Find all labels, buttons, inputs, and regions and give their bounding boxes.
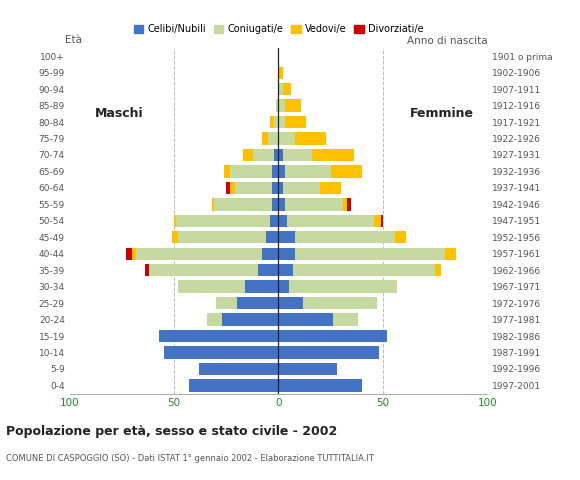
Bar	[243, 149, 253, 161]
Bar	[126, 248, 132, 260]
Bar	[253, 149, 274, 161]
Bar	[396, 231, 406, 243]
Bar	[213, 198, 272, 211]
Text: COMUNE DI CASPOGGIO (SO) - Dati ISTAT 1° gennaio 2002 - Elaborazione TUTTITALIA.: COMUNE DI CASPOGGIO (SO) - Dati ISTAT 1°…	[6, 454, 374, 463]
Bar	[278, 165, 285, 178]
Bar	[278, 297, 303, 309]
Bar	[234, 182, 272, 194]
Bar	[282, 149, 312, 161]
Bar	[278, 99, 285, 112]
Bar	[278, 330, 387, 342]
Bar	[245, 280, 278, 293]
Bar	[176, 215, 270, 227]
Bar	[188, 379, 278, 392]
Bar	[222, 313, 278, 326]
Bar	[178, 280, 245, 293]
Bar	[278, 231, 295, 243]
Bar	[278, 379, 362, 392]
Bar	[303, 297, 376, 309]
Bar	[289, 280, 397, 293]
Bar	[282, 182, 320, 194]
Bar	[216, 297, 237, 309]
Bar	[295, 231, 396, 243]
Text: Anno di nascita: Anno di nascita	[407, 36, 487, 46]
Bar	[285, 165, 331, 178]
Bar	[276, 99, 278, 112]
Text: Femmine: Femmine	[410, 108, 474, 120]
Bar	[199, 363, 278, 375]
Bar	[160, 330, 278, 342]
Bar	[278, 182, 282, 194]
Bar	[375, 215, 380, 227]
Bar	[136, 248, 262, 260]
Bar	[237, 297, 278, 309]
Bar	[272, 198, 278, 211]
Text: Età: Età	[66, 35, 82, 45]
Bar	[295, 248, 445, 260]
Bar	[174, 215, 176, 227]
Bar	[380, 215, 383, 227]
Bar	[278, 149, 282, 161]
Bar	[226, 182, 230, 194]
Bar	[435, 264, 441, 276]
Bar	[172, 231, 178, 243]
Bar	[445, 248, 456, 260]
Bar	[278, 132, 295, 144]
Bar	[262, 132, 268, 144]
Bar	[278, 116, 285, 128]
Bar	[272, 182, 278, 194]
Bar	[262, 248, 278, 260]
Bar	[278, 313, 333, 326]
Bar	[272, 165, 278, 178]
Bar	[230, 182, 234, 194]
Text: Popolazione per età, sesso e stato civile - 2002: Popolazione per età, sesso e stato civil…	[6, 425, 337, 438]
Bar	[278, 363, 337, 375]
Bar	[178, 231, 266, 243]
Bar	[312, 149, 354, 161]
Bar	[347, 198, 351, 211]
Legend: Celibi/Nubili, Coniugati/e, Vedovi/e, Divorziati/e: Celibi/Nubili, Coniugati/e, Vedovi/e, Di…	[130, 20, 427, 38]
Bar	[287, 215, 375, 227]
Bar	[274, 116, 278, 128]
Bar	[285, 99, 302, 112]
Bar	[278, 198, 285, 211]
Bar	[268, 132, 278, 144]
Bar	[270, 215, 278, 227]
Bar	[258, 264, 278, 276]
Bar	[278, 67, 282, 79]
Bar	[285, 116, 306, 128]
Bar	[320, 182, 341, 194]
Bar	[285, 198, 343, 211]
Bar	[282, 83, 291, 96]
Bar	[278, 83, 282, 96]
Bar	[145, 264, 149, 276]
Bar	[274, 149, 278, 161]
Bar	[270, 116, 274, 128]
Bar	[164, 346, 278, 359]
Bar	[230, 165, 272, 178]
Bar	[278, 215, 287, 227]
Bar	[278, 280, 289, 293]
Bar	[149, 264, 258, 276]
Bar	[278, 248, 295, 260]
Bar	[293, 264, 435, 276]
Text: Maschi: Maschi	[95, 108, 143, 120]
Bar	[333, 313, 358, 326]
Bar	[278, 346, 379, 359]
Bar	[278, 264, 293, 276]
Bar	[208, 313, 222, 326]
Bar	[212, 198, 213, 211]
Bar	[132, 248, 136, 260]
Bar	[343, 198, 347, 211]
Bar	[266, 231, 278, 243]
Bar	[331, 165, 362, 178]
Bar	[295, 132, 327, 144]
Bar	[224, 165, 230, 178]
